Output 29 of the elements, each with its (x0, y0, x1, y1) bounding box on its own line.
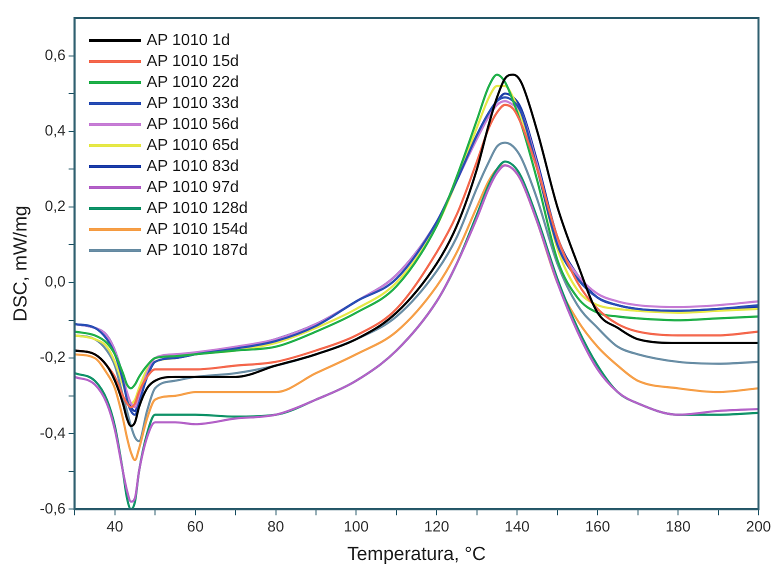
legend-label: AP 1010 65d (146, 136, 239, 156)
x-tick-label: 180 (666, 518, 691, 536)
y-tick-label: 0,0 (44, 274, 66, 291)
legend-label: AP 1010 128d (146, 199, 248, 219)
legend-label: AP 1010 1d (146, 31, 230, 51)
x-axis-title: Temperatura, °C (347, 544, 486, 565)
legend-label: AP 1010 22d (146, 73, 239, 93)
x-tick-label: 140 (504, 518, 530, 536)
legend-label: AP 1010 187d (146, 241, 248, 261)
legend-label: AP 1010 154d (146, 220, 248, 240)
legend-label: AP 1010 56d (146, 115, 239, 135)
legend-label: AP 1010 97d (146, 178, 239, 198)
y-tick-label: -0,6 (40, 500, 66, 518)
x-tick-label: 100 (344, 518, 369, 536)
y-axis-title: DSC, mW/mg (10, 206, 32, 322)
y-tick-label: 0,6 (44, 46, 66, 64)
x-tick-label: 160 (585, 518, 610, 536)
x-tick-label: 40 (106, 518, 124, 536)
x-tick-label: 200 (746, 518, 771, 536)
y-tick-label: -0,2 (40, 349, 66, 366)
legend-label: AP 1010 33d (146, 94, 239, 114)
y-tick-label: 0,4 (44, 122, 66, 140)
y-tick-label: -0,4 (40, 424, 66, 442)
x-tick-label: 120 (424, 518, 450, 536)
x-tick-label: 60 (186, 518, 204, 536)
legend-label: AP 1010 83d (146, 157, 239, 177)
x-tick-label: 80 (267, 518, 284, 536)
legend-label: AP 1010 15d (146, 52, 239, 72)
y-tick-label: 0,2 (44, 198, 66, 216)
